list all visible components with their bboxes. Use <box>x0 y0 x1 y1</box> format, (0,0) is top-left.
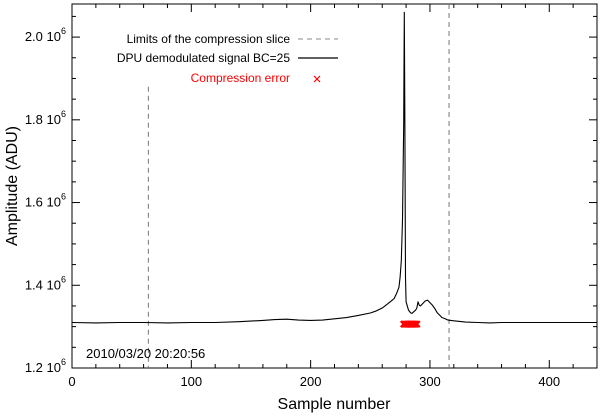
x-tick-label: 0 <box>68 374 75 389</box>
x-axis: 0 100 200 300 400 <box>68 4 574 389</box>
legend-label-compression-error: Compression error <box>191 71 290 85</box>
y-tick-label: 1.4 106 <box>25 274 66 292</box>
y-axis-label: Amplitude (ADU) <box>4 126 21 246</box>
x-tick-label: 400 <box>538 374 560 389</box>
x-tick-label: 300 <box>419 374 441 389</box>
legend-label-signal: DPU demodulated signal BC=25 <box>117 51 290 65</box>
timestamp: 2010/03/20 20:20:56 <box>86 346 205 361</box>
y-tick-label: 2.0 106 <box>25 26 66 44</box>
y-axis: 1.2 106 1.4 106 1.6 106 1.8 106 2.0 106 <box>25 15 597 375</box>
compression-error-markers <box>399 320 421 328</box>
legend: Limits of the compression slice DPU demo… <box>117 32 338 85</box>
x-tick-label: 200 <box>300 374 322 389</box>
legend-swatch-compression-error <box>313 75 321 83</box>
x-tick-label: 100 <box>180 374 202 389</box>
compression-error-marker <box>413 320 421 328</box>
legend-label-slice-limits: Limits of the compression slice <box>127 32 291 46</box>
y-tick-label: 1.6 106 <box>25 192 66 210</box>
x-axis-label: Sample number <box>278 396 392 413</box>
signal-line <box>71 11 597 324</box>
signal-layer <box>71 11 597 324</box>
y-tick-label: 1.2 106 <box>25 357 66 375</box>
compression-slice-limits <box>147 4 450 368</box>
y-tick-label: 1.8 106 <box>25 109 66 127</box>
